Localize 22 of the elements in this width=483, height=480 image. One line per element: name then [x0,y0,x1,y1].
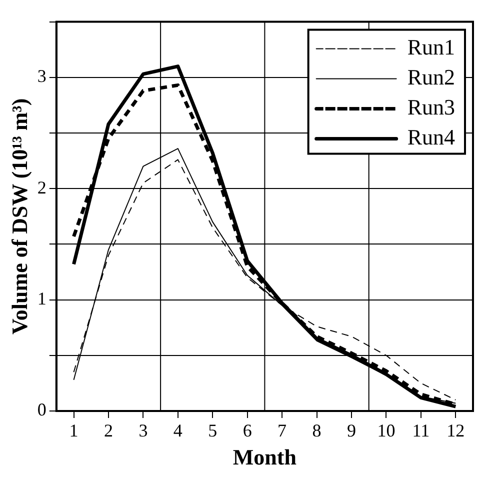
y-tick-label: 2 [37,177,46,198]
x-tick-label: 3 [138,420,148,441]
legend-label: Run3 [407,94,456,120]
y-tick-label: 0 [37,400,46,420]
y-tick-label: 3 [37,66,46,86]
x-tick-label: 12 [446,420,465,441]
x-tick-label: 11 [412,420,430,441]
legend-label: Run1 [407,34,456,60]
x-tick-label: 1 [69,420,78,441]
y-tick-label: 1 [37,288,46,309]
x-tick-label: 6 [242,420,252,441]
x-tick-label: 8 [312,420,322,441]
x-tick-label: 5 [208,420,218,441]
x-tick-label: 7 [278,420,287,441]
x-tick-label: 9 [346,420,356,441]
x-tick-label: 4 [173,420,182,441]
x-axis-title: Month [232,444,296,470]
y-axis-title: Volume of DSW (10¹³ m³) [6,98,32,334]
legend-label: Run2 [407,64,456,90]
legend-label: Run4 [407,124,456,150]
x-tick-label: 2 [104,420,113,441]
x-tick-label: 10 [377,420,396,441]
